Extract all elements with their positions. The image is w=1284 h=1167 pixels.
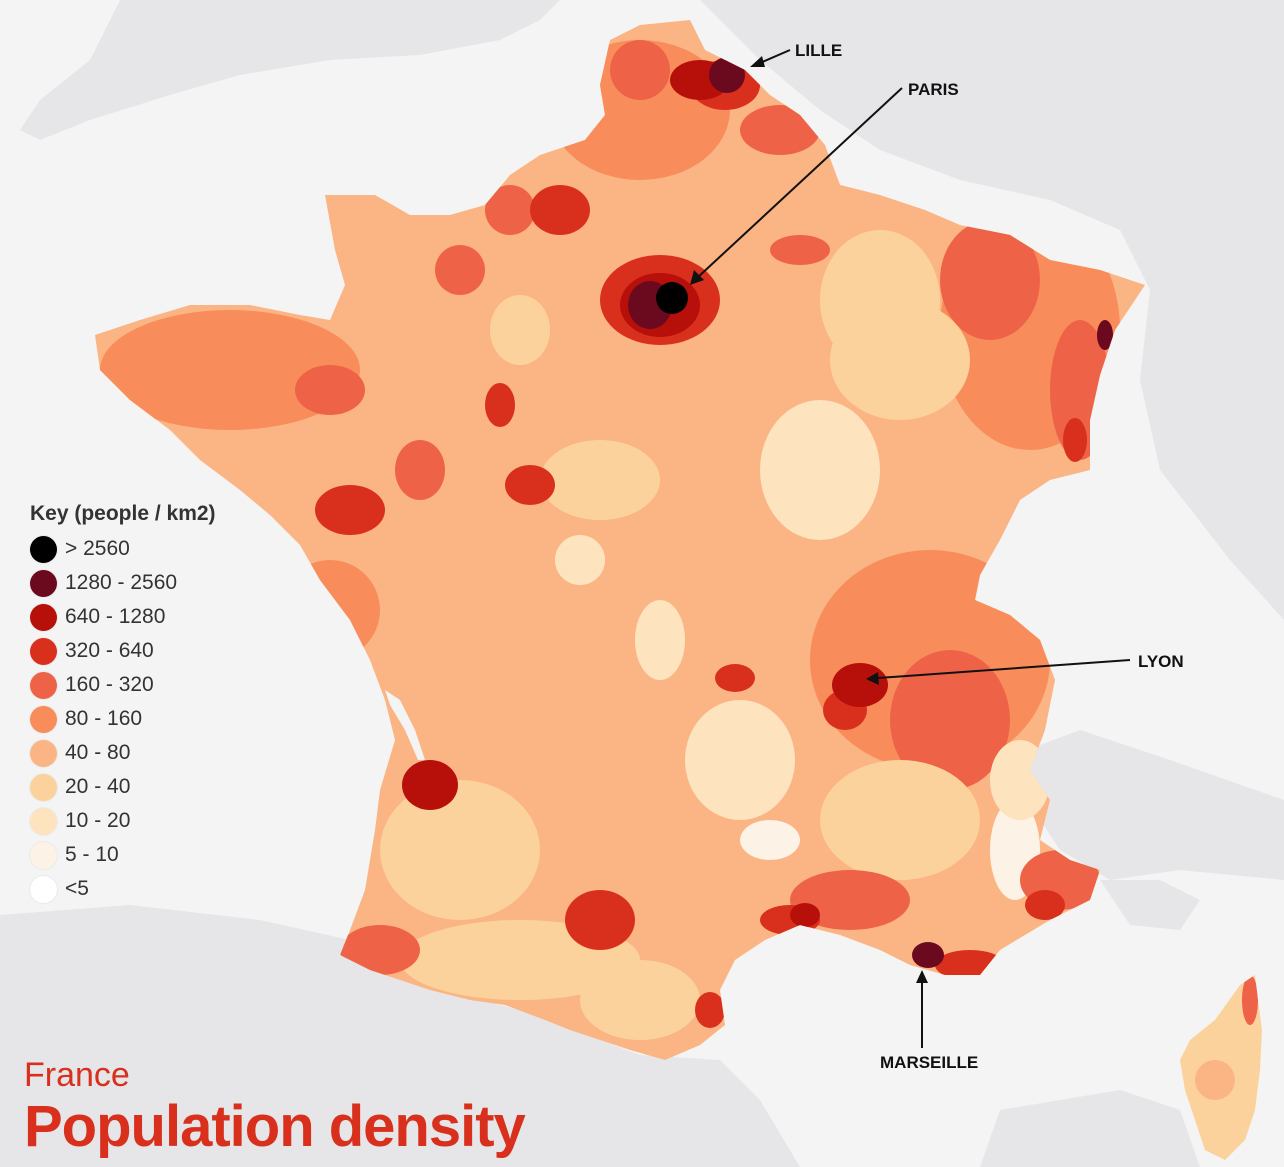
legend-item: 10 - 20	[30, 804, 270, 838]
legend-label: 20 - 40	[65, 775, 131, 798]
corsica	[1180, 975, 1262, 1160]
legend-item: 40 - 80	[30, 736, 270, 770]
legend: Key (people / km2) > 2560 1280 - 2560 640 …	[30, 502, 270, 906]
legend-swatch	[30, 807, 57, 835]
legend-label: 160 - 320	[65, 673, 154, 696]
legend-item: 80 - 160	[30, 702, 270, 736]
legend-item: 5 - 10	[30, 838, 270, 872]
legend-label: 40 - 80	[65, 741, 131, 764]
legend-item: 640 - 1280	[30, 600, 270, 634]
legend-item: > 2560	[30, 532, 270, 566]
legend-item: 20 - 40	[30, 770, 270, 804]
legend-swatch	[30, 841, 57, 869]
legend-item: 1280 - 2560	[30, 566, 270, 600]
legend-swatch	[30, 739, 57, 767]
legend-swatch	[30, 875, 57, 903]
map-title-block: France Population density	[24, 1055, 526, 1159]
legend-items: > 2560 1280 - 2560 640 - 1280 320 - 640 160 …	[30, 532, 270, 906]
legend-label: 1280 - 2560	[65, 571, 178, 594]
legend-label: 640 - 1280	[65, 605, 166, 628]
map-subtitle-country: France	[24, 1056, 130, 1094]
legend-swatch	[30, 637, 57, 665]
legend-label: 80 - 160	[65, 707, 143, 730]
legend-item: 160 - 320	[30, 668, 270, 702]
city-label-marseille: MARSEILLE	[880, 1053, 979, 1072]
city-arrows	[690, 49, 1131, 1048]
legend-label: 5 - 10	[65, 843, 119, 866]
legend-item: 320 - 640	[30, 634, 270, 668]
legend-item: <5	[30, 872, 270, 906]
legend-swatch	[30, 773, 57, 801]
city-label-paris: PARIS	[908, 80, 959, 99]
legend-swatch	[30, 705, 57, 733]
mainland-france	[95, 20, 1145, 1060]
legend-label: 10 - 20	[65, 809, 131, 832]
city-label-lyon: LYON	[1138, 652, 1184, 671]
legend-label: 320 - 640	[65, 639, 154, 662]
city-label-lille: LILLE	[795, 41, 843, 60]
legend-label: > 2560	[65, 537, 130, 560]
map-title: Population density	[24, 1094, 526, 1159]
legend-swatch	[30, 569, 57, 597]
legend-title: Key (people / km2)	[30, 502, 216, 525]
legend-swatch	[30, 671, 57, 699]
legend-swatch	[30, 535, 57, 563]
legend-swatch	[30, 603, 57, 631]
legend-label: <5	[65, 877, 89, 900]
